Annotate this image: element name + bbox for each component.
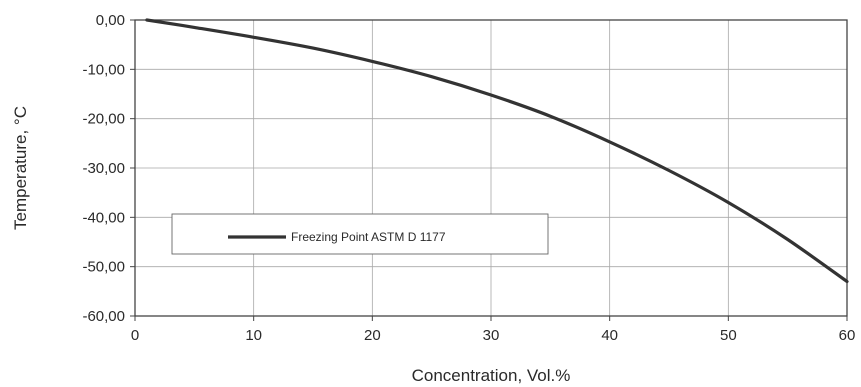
freezing-point-line [145, 18, 849, 284]
grid-lines [135, 20, 847, 316]
x-tick-label: 10 [245, 327, 262, 344]
y-axis-title: Temperature, °C [11, 106, 30, 230]
y-tick-label: -40,00 [82, 209, 125, 226]
x-tick-label: 50 [720, 327, 737, 344]
x-tick-label: 0 [131, 327, 139, 344]
y-tick-label: 0,00 [96, 12, 125, 29]
x-axis-title: Concentration, Vol.% [412, 366, 571, 385]
legend: Freezing Point ASTM D 1177 [171, 213, 549, 255]
y-tick-label: -30,00 [82, 160, 125, 177]
legend-box [171, 213, 549, 255]
y-tick-label: -60,00 [82, 308, 125, 325]
x-tick-label: 30 [483, 327, 500, 344]
x-tick-label: 20 [364, 327, 381, 344]
y-tick-label: -20,00 [82, 111, 125, 128]
x-tick-label: 60 [839, 327, 856, 344]
x-tick-label: 40 [601, 327, 618, 344]
legend-label: Freezing Point ASTM D 1177 [291, 230, 446, 244]
y-axis-ticks: 0,00 -10,00 -20,00 -30,00 -40,00 -50,00 -60,00 [82, 12, 135, 325]
x-axis-ticks: 0 10 20 30 40 50 60 [131, 316, 856, 344]
y-tick-label: -50,00 [82, 259, 125, 276]
y-tick-label: -10,00 [82, 61, 125, 78]
